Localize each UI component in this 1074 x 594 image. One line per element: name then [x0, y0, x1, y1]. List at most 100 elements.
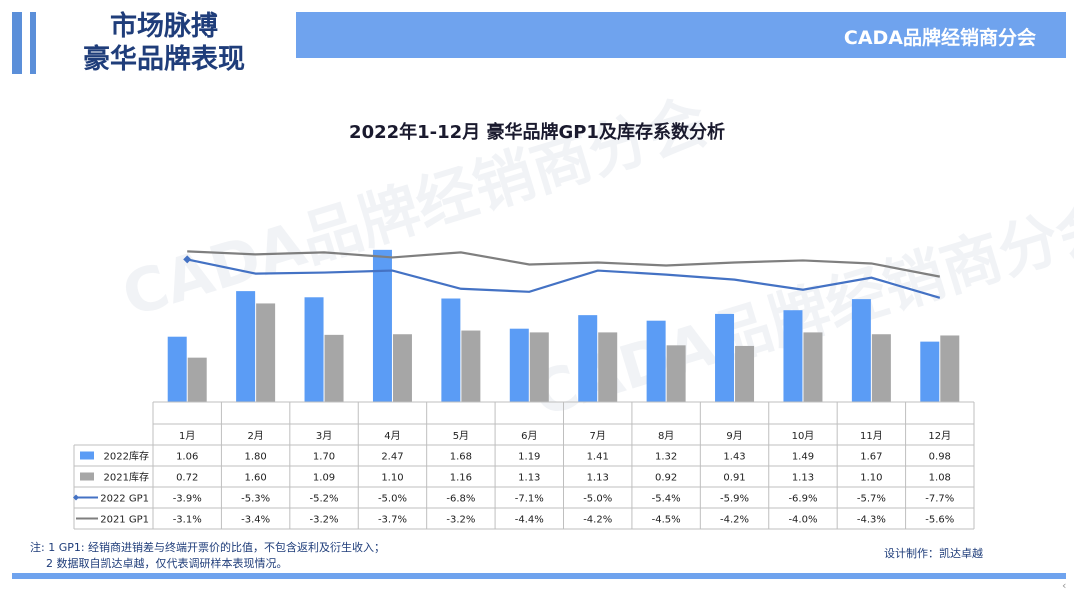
data-label-3-9: -4.2% — [720, 515, 749, 526]
data-label-2-1: -3.9% — [173, 494, 202, 505]
data-label-1-5: 1.16 — [450, 473, 472, 484]
data-label-2-12: -7.7% — [925, 494, 954, 505]
tick-label-12: 12月 — [928, 430, 951, 442]
bar-2022-4 — [372, 249, 392, 402]
data-label-3-2: -3.4% — [241, 515, 270, 526]
data-label-3-6: -4.4% — [515, 515, 544, 526]
tick-label-5: 5月 — [453, 430, 469, 442]
chart-title: 2022年1-12月 豪华品牌GP1及库存系数分析 — [349, 122, 725, 143]
data-label-2-6: -7.1% — [515, 494, 544, 505]
data-label-1-1: 0.72 — [176, 473, 198, 484]
data-label-2-9: -5.9% — [720, 494, 749, 505]
bar-2021-7 — [598, 332, 618, 402]
tick-label-6: 6月 — [521, 430, 537, 442]
bar-2021-6 — [529, 332, 549, 402]
data-label-0-3: 1.70 — [313, 452, 335, 463]
data-label-2-11: -5.7% — [857, 494, 886, 505]
bar-2022-3 — [304, 297, 324, 402]
bar-2021-11 — [871, 334, 891, 402]
data-label-1-7: 1.13 — [587, 473, 609, 484]
tick-label-7: 7月 — [590, 430, 606, 442]
footer-band — [12, 573, 1066, 579]
data-label-2-2: -5.3% — [241, 494, 270, 505]
data-label-1-10: 1.13 — [792, 473, 814, 484]
tick-label-1: 1月 — [179, 430, 195, 442]
bar-2022-2 — [236, 291, 256, 402]
data-label-0-9: 1.43 — [723, 452, 745, 463]
data-label-3-8: -4.5% — [652, 515, 681, 526]
data-label-2-4: -5.0% — [378, 494, 407, 505]
footnote-line2: 2 数据取自凯达卓越，仅代表调研样本表现情况。 — [46, 557, 288, 570]
data-label-3-3: -3.2% — [310, 515, 339, 526]
data-label-2-8: -5.4% — [652, 494, 681, 505]
bar-2022-1 — [167, 336, 187, 402]
bar-2021-3 — [324, 334, 344, 402]
data-label-1-8: 0.92 — [655, 473, 677, 484]
data-label-1-11: 1.10 — [860, 473, 882, 484]
header-band: CADA品牌经销商分会 — [296, 12, 1066, 58]
data-label-3-5: -3.2% — [446, 515, 475, 526]
data-label-0-2: 1.80 — [244, 452, 266, 463]
data-label-3-7: -4.2% — [583, 515, 612, 526]
page-title: 市场脉搏 豪华品牌表现 — [44, 10, 284, 76]
tick-label-10: 10月 — [792, 430, 815, 442]
bar-2022-10 — [783, 310, 803, 402]
accent-bar-thick — [12, 12, 22, 74]
legend-swatch-0 — [80, 451, 94, 460]
page-title-line1: 市场脉搏 — [110, 11, 218, 42]
brand-label: CADA品牌经销商分会 — [843, 27, 1036, 49]
data-label-3-1: -3.1% — [173, 515, 202, 526]
design-credit: 设计制作：凯达卓越 — [884, 547, 983, 560]
bar-2022-9 — [715, 313, 735, 402]
bar-2022-8 — [646, 320, 666, 402]
data-label-3-10: -4.0% — [788, 515, 817, 526]
legend-swatch-1 — [80, 472, 94, 481]
line-gp1-2021 — [187, 250, 940, 278]
data-label-0-12: 0.98 — [929, 452, 951, 463]
bar-2021-10 — [803, 332, 823, 402]
data-label-2-7: -5.0% — [583, 494, 612, 505]
data-label-0-4: 2.47 — [381, 452, 403, 463]
bar-2021-2 — [256, 303, 276, 402]
line-marker-gp1-2022-1 — [183, 255, 192, 264]
legend-marker-2 — [73, 494, 79, 501]
data-label-2-3: -5.2% — [310, 494, 339, 505]
tick-label-11: 11月 — [860, 430, 883, 442]
bar-2022-12 — [920, 341, 940, 402]
data-label-3-4: -3.7% — [378, 515, 407, 526]
data-label-1-12: 1.08 — [929, 473, 951, 484]
bar-2021-4 — [392, 334, 412, 402]
legend-label-0: 2022库存 — [104, 450, 149, 463]
page-title-line2: 豪华品牌表现 — [83, 44, 245, 75]
data-label-0-8: 1.32 — [655, 452, 677, 463]
line-gp1-2022 — [186, 258, 941, 299]
data-label-0-6: 1.19 — [518, 452, 540, 463]
bar-2021-9 — [735, 345, 755, 402]
bar-2022-5 — [441, 298, 461, 402]
bar-2021-5 — [461, 330, 481, 402]
bar-2022-11 — [851, 299, 871, 402]
legend-label-1: 2021库存 — [104, 471, 149, 484]
data-label-1-6: 1.13 — [518, 473, 540, 484]
bar-2021-1 — [187, 357, 207, 402]
data-label-2-5: -6.8% — [446, 494, 475, 505]
legend-label-3: 2021 GP1 — [100, 515, 149, 526]
data-label-1-9: 0.91 — [723, 473, 745, 484]
data-label-1-2: 1.60 — [244, 473, 266, 484]
data-label-3-12: -5.6% — [925, 515, 954, 526]
data-label-1-3: 1.09 — [313, 473, 335, 484]
data-label-2-10: -6.9% — [788, 494, 817, 505]
data-label-1-4: 1.10 — [381, 473, 403, 484]
accent-bar-thin — [30, 12, 36, 74]
tick-label-2: 2月 — [247, 430, 263, 442]
bar-2021-8 — [666, 345, 686, 402]
bar-2022-6 — [509, 328, 529, 402]
data-label-0-11: 1.67 — [860, 452, 882, 463]
data-label-0-7: 1.41 — [587, 452, 609, 463]
back-arrow-icon[interactable]: ‹ — [1062, 579, 1067, 592]
data-label-0-10: 1.49 — [792, 452, 814, 463]
data-label-0-1: 1.06 — [176, 452, 198, 463]
tick-label-8: 8月 — [658, 430, 674, 442]
bar-2021-12 — [940, 335, 960, 402]
